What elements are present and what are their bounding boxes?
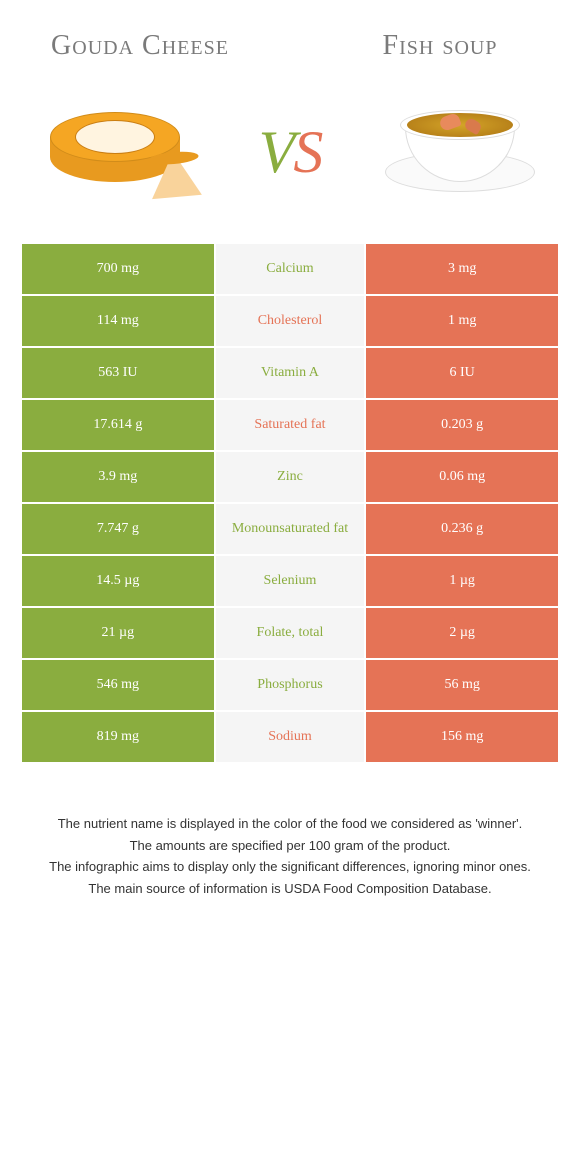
nutrient-label-cell: Monounsaturated fat (215, 503, 366, 555)
vs-s-letter: S (293, 119, 321, 185)
nutrient-label-cell: Phosphorus (215, 659, 366, 711)
left-food-image (40, 92, 200, 212)
right-value-cell: 3 mg (365, 243, 559, 295)
right-value-cell: 0.06 mg (365, 451, 559, 503)
right-value-cell: 2 µg (365, 607, 559, 659)
table-row: 700 mgCalcium3 mg (21, 243, 559, 295)
table-row: 17.614 gSaturated fat0.203 g (21, 399, 559, 451)
left-value-cell: 819 mg (21, 711, 215, 763)
left-value-cell: 563 IU (21, 347, 215, 399)
nutrient-label-cell: Vitamin A (215, 347, 366, 399)
right-value-cell: 6 IU (365, 347, 559, 399)
table-row: 14.5 µgSelenium1 µg (21, 555, 559, 607)
infographic-container: Gouda Cheese Fish soup VS (0, 0, 580, 920)
left-value-cell: 700 mg (21, 243, 215, 295)
left-value-cell: 3.9 mg (21, 451, 215, 503)
table-row: 114 mgCholesterol1 mg (21, 295, 559, 347)
right-value-cell: 0.236 g (365, 503, 559, 555)
right-value-cell: 156 mg (365, 711, 559, 763)
footnotes: The nutrient name is displayed in the co… (20, 764, 560, 920)
comparison-table: 700 mgCalcium3 mg114 mgCholesterol1 mg56… (20, 242, 560, 764)
left-food-title: Gouda Cheese (50, 30, 230, 62)
right-food-title: Fish soup (350, 30, 530, 62)
table-row: 21 µgFolate, total2 µg (21, 607, 559, 659)
table-row: 3.9 mgZinc0.06 mg (21, 451, 559, 503)
nutrient-label-cell: Sodium (215, 711, 366, 763)
left-value-cell: 14.5 µg (21, 555, 215, 607)
right-value-cell: 1 mg (365, 295, 559, 347)
footnote-line: The nutrient name is displayed in the co… (30, 814, 550, 834)
right-value-cell: 56 mg (365, 659, 559, 711)
footnote-line: The main source of information is USDA F… (30, 879, 550, 899)
vs-v-letter: V (259, 119, 294, 185)
right-value-cell: 0.203 g (365, 399, 559, 451)
right-value-cell: 1 µg (365, 555, 559, 607)
right-food-image (380, 92, 540, 212)
left-value-cell: 114 mg (21, 295, 215, 347)
comparison-tbody: 700 mgCalcium3 mg114 mgCholesterol1 mg56… (21, 243, 559, 763)
footnote-line: The amounts are specified per 100 gram o… (30, 836, 550, 856)
nutrient-label-cell: Selenium (215, 555, 366, 607)
table-row: 563 IUVitamin A6 IU (21, 347, 559, 399)
header-row: Gouda Cheese Fish soup (20, 20, 560, 92)
nutrient-label-cell: Cholesterol (215, 295, 366, 347)
cheese-icon (50, 112, 190, 192)
left-value-cell: 546 mg (21, 659, 215, 711)
images-row: VS (20, 92, 560, 242)
table-row: 7.747 gMonounsaturated fat0.236 g (21, 503, 559, 555)
footnote-line: The infographic aims to display only the… (30, 857, 550, 877)
left-value-cell: 7.747 g (21, 503, 215, 555)
left-value-cell: 17.614 g (21, 399, 215, 451)
nutrient-label-cell: Zinc (215, 451, 366, 503)
left-value-cell: 21 µg (21, 607, 215, 659)
nutrient-label-cell: Folate, total (215, 607, 366, 659)
vs-label: VS (259, 118, 322, 187)
soup-icon (385, 112, 535, 192)
nutrient-label-cell: Saturated fat (215, 399, 366, 451)
table-row: 819 mgSodium156 mg (21, 711, 559, 763)
table-row: 546 mgPhosphorus56 mg (21, 659, 559, 711)
nutrient-label-cell: Calcium (215, 243, 366, 295)
